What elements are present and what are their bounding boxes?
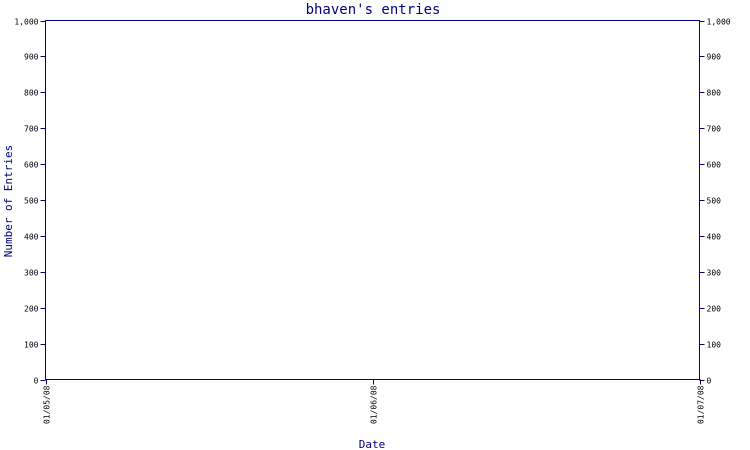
y-tick-label-right: 200 [707,305,722,314]
ticks-layer: 0 0 100 100 200 200 300 300 400 400 500 500 600 600 70… [14,18,730,425]
y-tick-label-left: 500 [24,197,39,206]
x-tick-label: 01/07/08 [697,385,706,424]
y-tick-label-left: 300 [24,269,39,278]
y-tick-label-right: 100 [707,341,722,350]
y-tick-label-right: 0 [707,377,712,386]
y-tick-label-right: 800 [707,89,722,98]
y-tick-label-left: 1,000 [14,18,38,27]
y-tick-label-right: 1,000 [707,18,731,27]
y-tick-label-left: 0 [34,377,39,386]
y-tick-label-left: 100 [24,341,39,350]
y-axis-label: Number of Entries [2,145,15,258]
x-axis-label: Date [359,438,386,450]
y-tick-label-left: 400 [24,233,39,242]
y-tick-label-left: 600 [24,161,39,170]
y-tick-label-right: 900 [707,53,722,62]
y-tick-label-right: 700 [707,125,722,134]
y-tick-label-right: 300 [707,269,722,278]
y-tick-label-right: 400 [707,233,722,242]
x-tick-label: 01/06/08 [370,385,379,424]
plot-frame [45,20,700,380]
x-tick-label: 01/05/08 [43,385,52,424]
y-tick-label-left: 200 [24,305,39,314]
y-tick-label-left: 800 [24,89,39,98]
y-tick-label-left: 900 [24,53,39,62]
y-tick-label-right: 500 [707,197,722,206]
chart-title: bhaven's entries [306,2,441,18]
y-tick-label-right: 600 [707,161,722,170]
y-tick-label-left: 700 [24,125,39,134]
